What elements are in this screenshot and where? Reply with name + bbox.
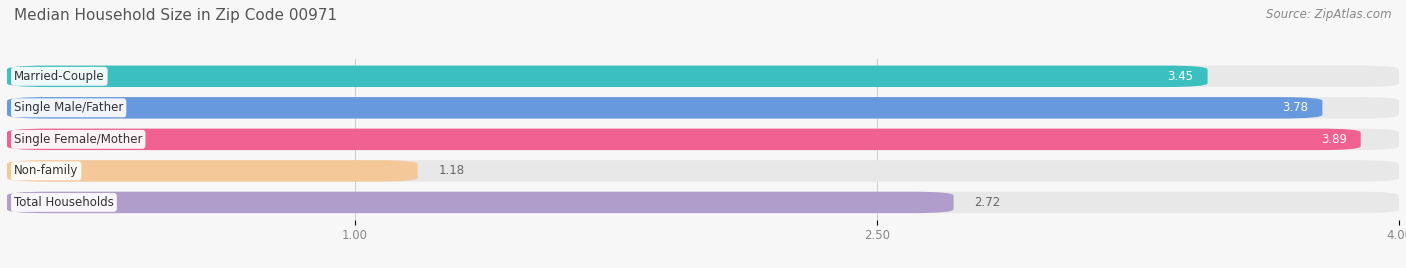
FancyBboxPatch shape bbox=[7, 192, 953, 213]
FancyBboxPatch shape bbox=[7, 97, 1323, 118]
FancyBboxPatch shape bbox=[7, 160, 418, 182]
Text: Single Male/Father: Single Male/Father bbox=[14, 101, 124, 114]
Text: Median Household Size in Zip Code 00971: Median Household Size in Zip Code 00971 bbox=[14, 8, 337, 23]
FancyBboxPatch shape bbox=[7, 129, 1399, 150]
FancyBboxPatch shape bbox=[7, 192, 1399, 213]
FancyBboxPatch shape bbox=[7, 97, 1399, 118]
Text: Non-family: Non-family bbox=[14, 164, 79, 177]
Text: Married-Couple: Married-Couple bbox=[14, 70, 104, 83]
Text: Single Female/Mother: Single Female/Mother bbox=[14, 133, 142, 146]
Text: Total Households: Total Households bbox=[14, 196, 114, 209]
Text: 2.72: 2.72 bbox=[974, 196, 1001, 209]
Text: 3.78: 3.78 bbox=[1282, 101, 1309, 114]
FancyBboxPatch shape bbox=[7, 129, 1361, 150]
FancyBboxPatch shape bbox=[7, 66, 1399, 87]
FancyBboxPatch shape bbox=[7, 160, 1399, 182]
Text: 3.45: 3.45 bbox=[1167, 70, 1194, 83]
Text: 3.89: 3.89 bbox=[1320, 133, 1347, 146]
Text: Source: ZipAtlas.com: Source: ZipAtlas.com bbox=[1267, 8, 1392, 21]
Text: 1.18: 1.18 bbox=[439, 164, 464, 177]
FancyBboxPatch shape bbox=[7, 66, 1208, 87]
